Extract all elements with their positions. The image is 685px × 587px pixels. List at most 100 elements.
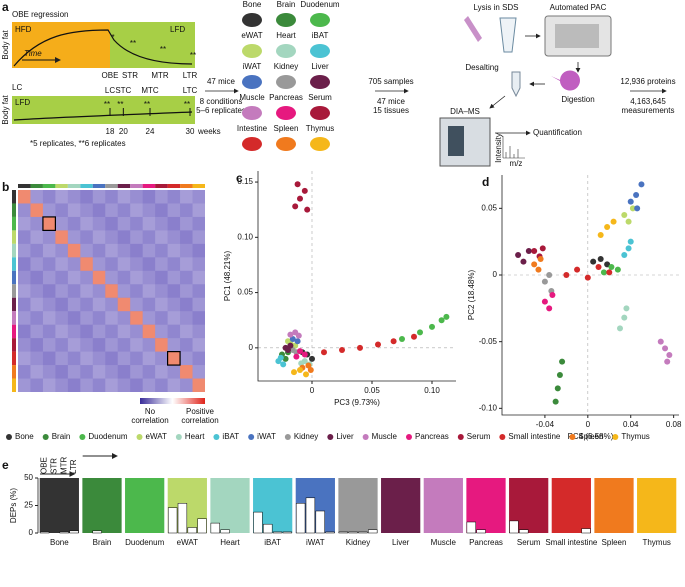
bar: [338, 531, 348, 534]
y-tick-label: 25: [24, 501, 33, 510]
condition-label: MTC: [141, 86, 159, 95]
sample-text: 705 samples: [368, 77, 413, 86]
legend-swatch: [499, 434, 506, 440]
bar: [253, 511, 263, 534]
heatmap-cell: [55, 230, 68, 244]
heatmap-cell: [92, 297, 106, 312]
result-text: 4,163,645: [630, 97, 666, 106]
heatmap-cell: [117, 190, 131, 204]
ms-instrument: [439, 117, 491, 167]
heatmap-cell: [130, 351, 143, 366]
heatmap-cell: [130, 203, 143, 217]
heatmap-cell: [130, 216, 143, 231]
heatmap-cell: [80, 284, 93, 298]
point: [375, 341, 381, 348]
heatmap-cell: [130, 284, 143, 298]
significance: **: [130, 39, 136, 48]
tissue-strip: [12, 203, 16, 217]
y-tick-label: 0: [249, 343, 254, 352]
heatmap-cell: [117, 284, 131, 298]
tissue-icon: [276, 13, 296, 27]
tissue-band: [637, 478, 677, 533]
bar: [177, 503, 188, 534]
heatmap-cell: [155, 351, 168, 366]
heatmap-cell: [67, 297, 81, 312]
tissue-strip: [80, 184, 93, 188]
heatmap-cell: [80, 378, 93, 392]
point: [438, 317, 445, 324]
legend-swatch: [569, 434, 576, 440]
lc-region: [12, 96, 195, 124]
point: [303, 371, 309, 378]
bar: [466, 521, 476, 534]
heatmap-cell: [117, 324, 131, 339]
heatmap-cell: [55, 190, 68, 204]
heatmap-cell: [67, 257, 81, 271]
workflow-label: Digestion: [561, 95, 594, 104]
x-tick-label: Pancreas: [469, 538, 503, 547]
legend-label: Thymus: [621, 432, 649, 441]
panel-label: e: [2, 458, 9, 472]
bar: [187, 527, 197, 534]
heatmap-cell: [42, 190, 56, 204]
highlight-box: [167, 351, 181, 366]
heatmap-cell: [92, 365, 106, 379]
panel-label: a: [2, 0, 9, 14]
heatmap-cell: [155, 297, 168, 312]
heatmap-cell: [92, 351, 106, 366]
tissue-band: [594, 478, 634, 533]
heatmap-cell: [105, 324, 118, 339]
heatmap-cell: [155, 243, 168, 258]
heatmap-cell: [92, 190, 106, 204]
heatmap-cell: [117, 338, 131, 352]
legend-swatch: [284, 434, 291, 440]
heatmap-cell: [180, 365, 193, 379]
heatmap-cell: [42, 203, 56, 217]
tissue-strip: [12, 324, 16, 339]
point: [556, 372, 563, 378]
heatmap-cell: [80, 338, 93, 352]
heatmap-cell: [30, 271, 42, 284]
tissue-name: Spleen: [274, 124, 299, 133]
tissue-name: Thymus: [306, 124, 334, 133]
heatmap-cell: [80, 365, 93, 379]
axis: [501, 175, 679, 416]
tissue-strip: [18, 184, 31, 188]
heatmap-cell: [143, 257, 155, 270]
tissue-name: Bone: [243, 0, 262, 9]
heatmap-cell: [155, 190, 168, 204]
heatmap-cell: [142, 324, 156, 339]
heatmap-cell: [130, 324, 143, 339]
heatmap-cell: [155, 257, 168, 271]
bar: [358, 531, 368, 534]
point: [657, 338, 664, 345]
heatmap-cell: [167, 297, 181, 312]
heatmap-cell: [30, 243, 43, 258]
tissue-strip: [12, 257, 16, 271]
heatmap-cell: [155, 378, 168, 392]
heatmap-cell: [192, 284, 205, 298]
heatmap-cell: [105, 190, 118, 204]
heatmap-cell: [30, 378, 43, 392]
heatmap-cell: [155, 365, 168, 379]
legend-swatch: [175, 434, 182, 440]
legend-swatch: [362, 434, 369, 440]
heatmap-cell: [192, 270, 205, 285]
point: [610, 218, 617, 225]
tissue-band: [338, 478, 378, 533]
bar: [368, 529, 378, 534]
title: LC: [12, 83, 22, 92]
heatmap-cell: [192, 324, 205, 339]
x-tick-label: iBAT: [264, 538, 281, 547]
tissue-band: [551, 478, 591, 533]
heatmap-cell: [93, 203, 105, 216]
heatmap-cell: [18, 297, 31, 312]
bar: [69, 530, 79, 534]
point: [539, 245, 546, 252]
point: [399, 336, 405, 342]
heatmap-cell: [80, 257, 93, 271]
x-tick-label: 0.10: [424, 386, 440, 395]
heatmap-cell: [142, 297, 156, 312]
heatmap-cell: [105, 243, 118, 258]
bar: [92, 530, 102, 534]
